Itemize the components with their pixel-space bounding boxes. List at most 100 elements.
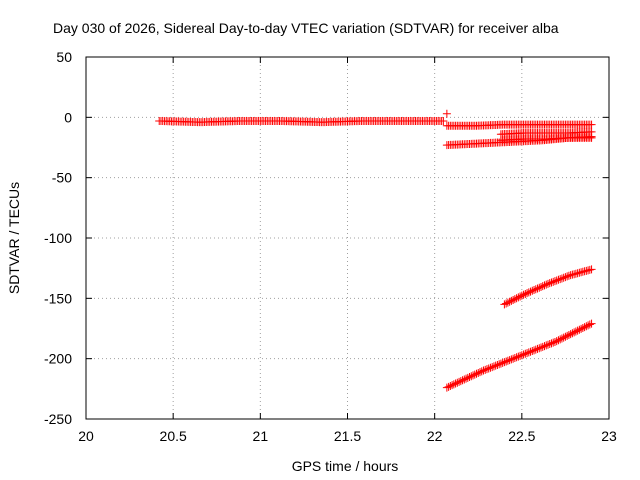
data-point <box>561 273 570 282</box>
data-point <box>564 331 573 340</box>
data-point <box>585 320 594 329</box>
data-point <box>559 333 568 342</box>
data-point <box>587 265 596 274</box>
data-point <box>540 281 549 290</box>
y-tick-labels: 50 0 -50 -100 -150 -200 -250 <box>44 49 72 427</box>
data-point <box>514 352 523 361</box>
data-point <box>503 298 512 307</box>
data-point <box>479 366 488 375</box>
data-point <box>524 288 533 297</box>
data-point <box>507 355 516 364</box>
x-tick-label: 23 <box>601 428 617 444</box>
data-point <box>547 278 556 287</box>
data-point <box>488 363 497 372</box>
data-point <box>563 272 572 281</box>
data-point <box>537 282 546 291</box>
data-point <box>575 325 584 334</box>
data-point <box>531 345 540 354</box>
data-point <box>510 295 519 304</box>
data-point <box>460 375 469 384</box>
y-tick-label: 50 <box>56 49 72 65</box>
data-point <box>463 373 472 382</box>
data-point <box>543 279 552 288</box>
data-point <box>587 133 596 142</box>
data-point <box>505 356 514 365</box>
data-point <box>512 353 521 362</box>
y-tick-label: -100 <box>44 230 72 246</box>
data-point <box>540 342 549 351</box>
x-tick-label: 22 <box>427 428 443 444</box>
data-point <box>489 362 498 371</box>
data-point <box>491 361 500 370</box>
data-point <box>458 376 467 385</box>
data-point <box>535 283 544 292</box>
data-point <box>543 340 552 349</box>
data-point <box>550 337 559 346</box>
data-point <box>523 349 532 358</box>
data-point <box>517 351 526 360</box>
y-tick-label: -250 <box>44 411 72 427</box>
data-point <box>577 324 586 333</box>
data-point <box>533 344 542 353</box>
x-tick-labels: 20 20.5 21 21.5 22 22.5 23 <box>78 428 617 444</box>
data-point <box>474 368 483 377</box>
y-axis-label: SDTVAR / TECUs <box>6 182 22 294</box>
data-point <box>510 353 519 362</box>
data-point <box>500 300 509 309</box>
data-point <box>451 379 460 388</box>
data-point <box>470 370 479 379</box>
data-point <box>446 381 455 390</box>
grid <box>86 57 609 419</box>
data-point <box>509 296 518 305</box>
data-point <box>535 344 544 353</box>
data-point <box>523 289 532 298</box>
data-point <box>530 286 539 295</box>
data-point <box>542 280 551 289</box>
data-point <box>559 273 568 282</box>
data-point <box>526 347 535 356</box>
data-point <box>517 291 526 300</box>
data-point <box>570 328 579 337</box>
data-point <box>530 346 539 355</box>
data-point <box>564 271 573 280</box>
y-tick-label: -150 <box>44 290 72 306</box>
data-point <box>531 285 540 294</box>
data-point <box>467 372 476 381</box>
data-point <box>578 324 587 333</box>
data-point <box>561 332 570 341</box>
data-point <box>538 342 547 351</box>
data-point <box>448 381 457 390</box>
data-point <box>571 327 580 336</box>
data-point <box>505 297 514 306</box>
data-point <box>481 365 490 374</box>
data-point <box>512 294 521 303</box>
data-point <box>453 378 462 387</box>
data-point <box>566 330 575 339</box>
axis-ticks <box>85 56 610 420</box>
data-point <box>552 276 561 285</box>
x-tick-label: 20 <box>78 428 94 444</box>
data-point <box>502 299 511 308</box>
data-point <box>519 350 528 359</box>
data-point <box>545 340 554 349</box>
data-point <box>486 363 495 372</box>
chart-title: Day 030 of 2026, Sidereal Day-to-day VTE… <box>53 20 559 36</box>
data-point <box>498 358 507 367</box>
data-point <box>503 356 512 365</box>
x-tick-label: 22.5 <box>508 428 535 444</box>
data-point <box>475 368 484 377</box>
data-point <box>521 349 530 358</box>
data-point <box>584 321 593 330</box>
series-track-a <box>155 116 448 127</box>
data-point <box>537 343 546 352</box>
data-point <box>514 293 523 302</box>
data-point <box>545 279 554 288</box>
data-point <box>563 331 572 340</box>
data-point <box>493 360 502 369</box>
data-point <box>528 347 537 356</box>
data-point <box>580 323 589 332</box>
data-points <box>155 109 596 392</box>
data-point <box>507 296 516 305</box>
data-point <box>547 339 556 348</box>
data-point <box>472 369 481 378</box>
